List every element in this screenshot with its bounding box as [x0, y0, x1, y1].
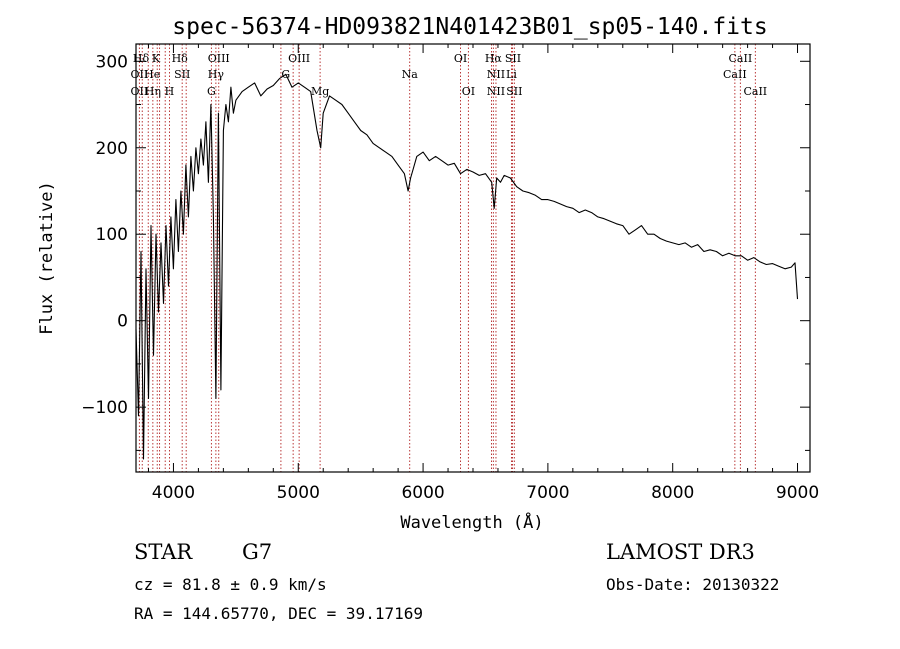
line-label-2: Hδ: [172, 52, 189, 65]
line-label-1: K: [152, 52, 161, 65]
line-label-21: G: [207, 85, 216, 98]
axis-ticks: 4000 5000 6000 7000 8000 9000 −100 0 100 200 300: [81, 44, 819, 503]
line-label-14: Na: [402, 68, 419, 81]
line-label-9: OII: [131, 68, 149, 81]
spectral-line-markers: [138, 44, 756, 472]
y-axis-label: Flux (relative): [37, 181, 57, 335]
chart-title: spec-56374-HD093821N401423B01_sp05-140.f…: [172, 14, 767, 40]
x-tick-label-0: 4000: [152, 483, 195, 503]
line-label-6: Hα: [485, 52, 503, 65]
object-class: STAR: [134, 540, 193, 564]
line-label-17: CaII: [723, 68, 747, 81]
x-tick-label-1: 5000: [277, 483, 320, 503]
y-tick-label-2: 100: [96, 225, 128, 245]
line-label-10: He: [144, 68, 160, 81]
y-tick-label-4: 300: [96, 52, 128, 72]
x-tick-label-2: 6000: [401, 483, 444, 503]
line-label-22: Mg: [311, 85, 329, 98]
line-label-4: OIII: [288, 52, 310, 65]
spectrum-series: [135, 73, 799, 460]
line-label-26: CaII: [743, 85, 767, 98]
survey-name: LAMOST DR3: [606, 540, 755, 564]
y-tick-label-3: 200: [96, 139, 128, 159]
plot-frame: [135, 43, 811, 473]
line-label-7: SII: [505, 52, 521, 65]
object-subclass: G7: [242, 540, 273, 564]
line-label-24: NII: [487, 85, 505, 98]
coordinates-readout: RA = 144.65770, DEC = 39.17169: [134, 604, 423, 623]
x-tick-label-4: 8000: [651, 483, 694, 503]
line-label-18: OII: [131, 85, 149, 98]
line-label-5: OI: [454, 52, 467, 65]
line-label-15: NII: [487, 68, 505, 81]
line-label-0: Hδ: [133, 52, 150, 65]
x-tick-label-3: 7000: [526, 483, 569, 503]
line-label-19: Hη: [145, 85, 161, 98]
line-label-8: CaII: [729, 52, 753, 65]
x-tick-label-5: 9000: [776, 483, 819, 503]
line-label-12: Hγ: [208, 68, 225, 81]
line-label-16: Li: [506, 68, 517, 81]
y-tick-label-1: 0: [117, 312, 128, 332]
line-label-11: SII: [174, 68, 190, 81]
observation-date: Obs-Date: 20130322: [606, 575, 780, 594]
y-tick-label-0: −100: [81, 398, 128, 418]
redshift-readout: cz = 81.8 ± 0.9 km/s: [134, 575, 327, 594]
line-label-3: OIII: [208, 52, 230, 65]
line-label-23: OI: [462, 85, 475, 98]
line-label-25: SII: [506, 85, 522, 98]
line-label-20: H: [165, 85, 175, 98]
x-axis-label: Wavelength (Å): [400, 511, 543, 533]
